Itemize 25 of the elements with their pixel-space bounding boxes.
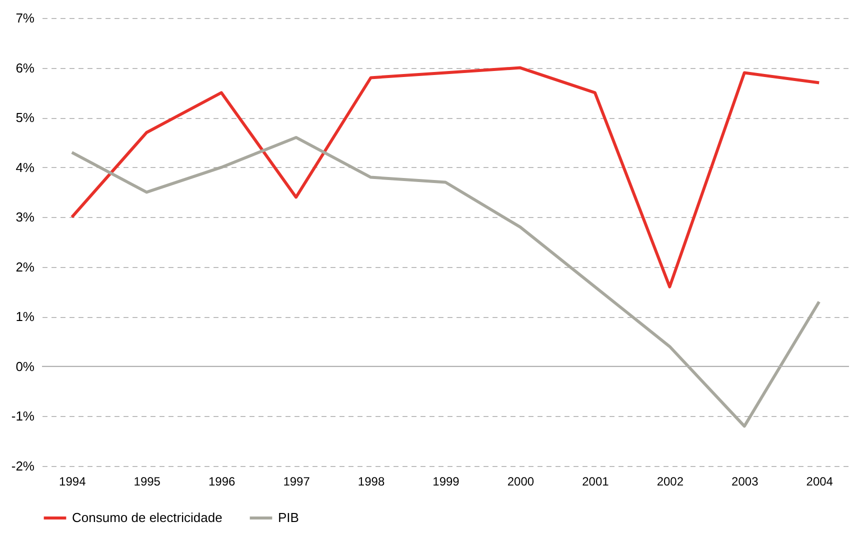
x-tick-label: 2001 xyxy=(582,474,610,488)
line-series xyxy=(70,136,821,428)
x-tick-label: 1997 xyxy=(283,474,310,488)
y-tick-label: 5% xyxy=(16,110,35,126)
x-tick-label: 1995 xyxy=(134,474,161,488)
y-tick-label: 7% xyxy=(16,10,35,26)
x-tick-label: 1996 xyxy=(208,474,236,488)
line-series xyxy=(70,66,821,288)
legend-label: PIB xyxy=(278,510,299,525)
x-tick-label: 1994 xyxy=(59,474,86,488)
y-tick-label: -1% xyxy=(11,408,35,424)
x-tick-label: 1999 xyxy=(432,474,460,488)
y-tick-label: 4% xyxy=(16,160,35,175)
legend-label: Consumo de electricidade xyxy=(72,510,222,525)
x-tick-label: 2002 xyxy=(656,474,684,488)
y-tick-label: 1% xyxy=(16,309,35,324)
y-tick-label: 3% xyxy=(16,210,35,225)
x-tick-label: 2000 xyxy=(507,474,534,488)
x-tick-label: 2003 xyxy=(732,474,759,488)
y-tick-label: 6% xyxy=(16,60,35,76)
y-tick-label: 2% xyxy=(16,259,35,274)
y-tick-label: 0% xyxy=(16,358,35,374)
y-tick-label: -2% xyxy=(11,458,35,474)
x-tick-label: 1998 xyxy=(358,474,385,488)
x-tick-label: 2004 xyxy=(806,474,834,488)
